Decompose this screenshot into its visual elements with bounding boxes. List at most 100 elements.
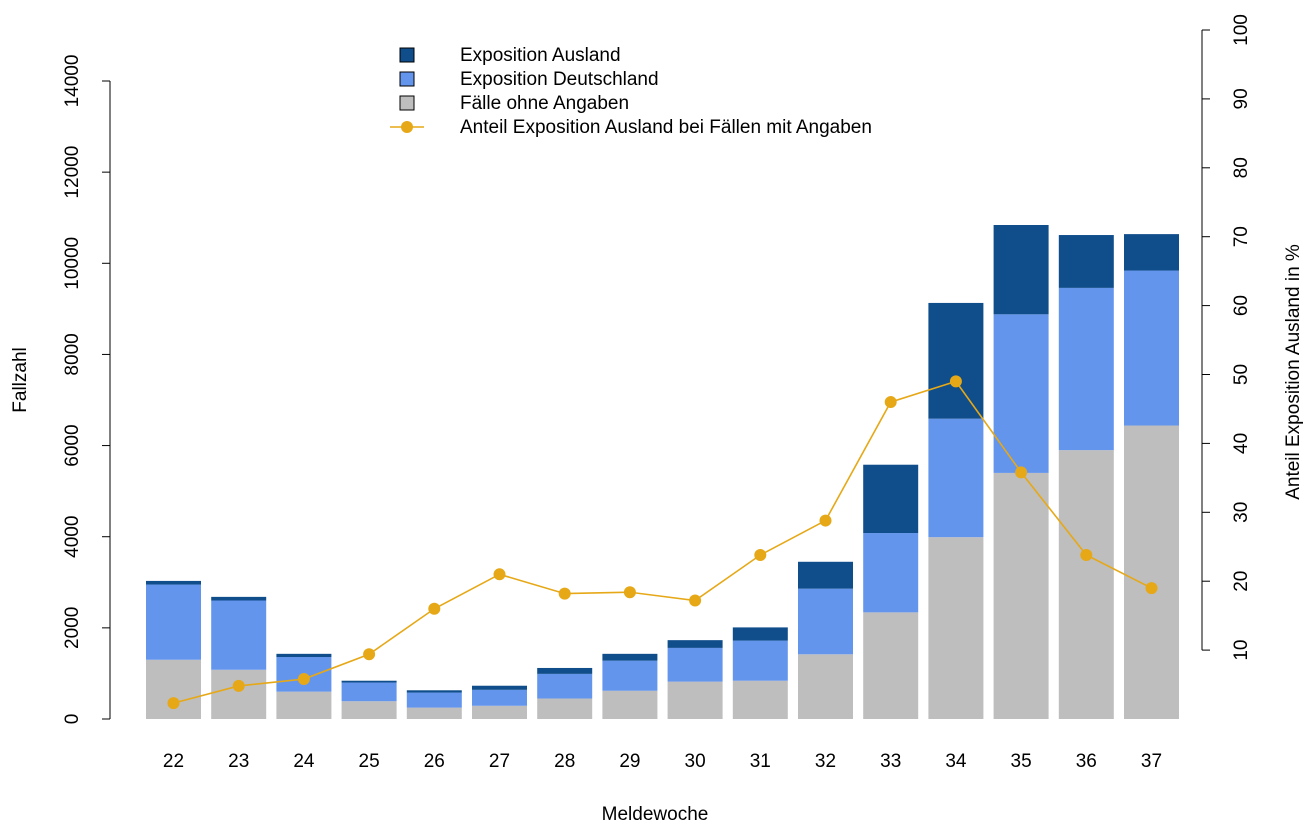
point-anteil-ausland-36 <box>1080 549 1093 562</box>
y2-tick-label-60: 60 <box>1231 295 1252 316</box>
x-tick-label-37: 37 <box>1141 751 1162 772</box>
bar-exposition-ausland-23 <box>211 596 267 601</box>
y2-tick-label-90: 90 <box>1231 88 1252 109</box>
bar-f-lle-ohne-angaben-28 <box>537 698 593 719</box>
x-tick-label-24: 24 <box>293 751 315 772</box>
legend-swatch-exposition-ausland <box>399 47 415 63</box>
bar-exposition-deutschland-33 <box>863 533 919 613</box>
point-anteil-ausland-23 <box>232 679 245 692</box>
x-tick-label-33: 33 <box>880 751 901 772</box>
y2-tick-label-80: 80 <box>1231 157 1252 178</box>
y-tick-label-4000: 4000 <box>62 516 83 558</box>
bar-exposition-deutschland-29 <box>602 660 658 691</box>
y2-axis-title: Anteil Exposition Ausland in % <box>1283 244 1304 500</box>
x-tick-label-31: 31 <box>750 751 771 772</box>
bar-exposition-ausland-29 <box>602 653 658 661</box>
point-anteil-ausland-24 <box>297 673 310 686</box>
x-tick-label-35: 35 <box>1011 751 1032 772</box>
y-tick-label-0: 0 <box>62 714 83 725</box>
bar-f-lle-ohne-angaben-25 <box>341 701 397 719</box>
bar-f-lle-ohne-angaben-36 <box>1058 450 1114 719</box>
x-tick-label-27: 27 <box>489 751 510 772</box>
x-tick-label-25: 25 <box>359 751 380 772</box>
bar-exposition-deutschland-37 <box>1124 270 1179 426</box>
y2-tick-label-100: 100 <box>1231 14 1252 46</box>
bar-exposition-ausland-36 <box>1058 235 1114 288</box>
bar-exposition-ausland-33 <box>863 464 919 534</box>
bar-f-lle-ohne-angaben-30 <box>667 681 723 719</box>
bar-exposition-deutschland-32 <box>798 588 853 655</box>
x-axis: 22 23 24 25 26 27 28 29 30 31 32 33 34 35 36 37 <box>163 751 1162 772</box>
bar-exposition-deutschland-25 <box>341 682 397 702</box>
legend-label-f-lle-ohne-angaben: Fälle ohne Angaben <box>460 93 629 114</box>
bar-exposition-deutschland-30 <box>667 647 723 682</box>
point-anteil-ausland-30 <box>689 594 702 607</box>
bar-exposition-ausland-31 <box>732 627 788 641</box>
y-tick-label-14000: 14000 <box>62 55 83 108</box>
x-tick-label-32: 32 <box>815 751 836 772</box>
bar-exposition-ausland-37 <box>1124 234 1179 271</box>
bar-exposition-ausland-32 <box>798 561 853 589</box>
bar-exposition-ausland-35 <box>993 225 1049 315</box>
line-anteil-ausland <box>173 380 1152 704</box>
y2-tick-label-30: 30 <box>1231 502 1252 523</box>
x-axis-title: Meldewoche <box>602 804 709 823</box>
y-tick-label-10000: 10000 <box>62 237 83 290</box>
point-anteil-ausland-33 <box>884 396 897 409</box>
bar-exposition-ausland-34 <box>928 302 984 419</box>
bar-exposition-deutschland-28 <box>537 673 593 699</box>
point-anteil-ausland-26 <box>428 602 441 615</box>
bar-f-lle-ohne-angaben-32 <box>798 654 853 719</box>
bar-f-lle-ohne-angaben-22 <box>146 659 201 719</box>
bar-exposition-ausland-30 <box>667 640 723 648</box>
x-tick-label-30: 30 <box>685 751 706 772</box>
point-anteil-ausland-31 <box>754 549 767 562</box>
bar-f-lle-ohne-angaben-24 <box>276 691 332 719</box>
y2-tick-label-40: 40 <box>1231 433 1252 454</box>
y-tick-label-12000: 12000 <box>62 146 83 199</box>
legend-label-exposition-ausland: Exposition Ausland <box>460 45 621 66</box>
legend-label-exposition-deutschland: Exposition Deutschland <box>460 69 659 90</box>
bar-f-lle-ohne-angaben-26 <box>406 707 462 719</box>
point-anteil-ausland-28 <box>558 587 571 600</box>
bar-f-lle-ohne-angaben-23 <box>211 669 267 719</box>
point-anteil-ausland-35 <box>1015 466 1028 479</box>
bar-exposition-deutschland-23 <box>211 600 267 670</box>
x-tick-label-28: 28 <box>554 751 575 772</box>
bar-f-lle-ohne-angaben-37 <box>1124 425 1179 719</box>
y2-axis: 10 20 30 40 50 60 70 80 90 100 <box>1201 14 1252 661</box>
bar-f-lle-ohne-angaben-33 <box>863 612 919 719</box>
y2-tick-label-70: 70 <box>1231 226 1252 247</box>
bar-exposition-deutschland-34 <box>928 418 984 538</box>
legend-swatch-f-lle-ohne-angaben <box>399 95 415 111</box>
point-anteil-ausland-27 <box>493 568 506 581</box>
y-axis-title: Fallzahl <box>10 347 31 412</box>
y-tick-label-6000: 6000 <box>62 424 83 466</box>
y-axis: 0 2000 4000 6000 8000 10000 12000 14000 <box>62 55 111 725</box>
point-anteil-ausland-37 <box>1145 582 1158 595</box>
point-anteil-ausland-34 <box>949 375 962 388</box>
x-tick-label-29: 29 <box>619 751 640 772</box>
bar-exposition-deutschland-26 <box>406 692 462 708</box>
bar-f-lle-ohne-angaben-29 <box>602 690 658 719</box>
y2-tick-label-20: 20 <box>1231 571 1252 592</box>
bar-f-lle-ohne-angaben-31 <box>732 680 788 719</box>
bar-exposition-deutschland-27 <box>472 689 527 706</box>
legend-swatch-exposition-deutschland <box>399 71 415 87</box>
bar-exposition-deutschland-22 <box>146 584 201 660</box>
bar-exposition-deutschland-31 <box>732 640 788 681</box>
bar-f-lle-ohne-angaben-27 <box>472 705 527 719</box>
bar-exposition-ausland-25 <box>341 680 397 683</box>
legend-label-anteil-exposition-ausland-bei-f-llen-mit-angaben: Anteil Exposition Ausland bei Fällen mit… <box>460 117 872 138</box>
point-anteil-ausland-29 <box>623 586 636 599</box>
x-tick-label-34: 34 <box>945 751 967 772</box>
bar-f-lle-ohne-angaben-35 <box>993 472 1049 719</box>
line-layer <box>167 375 1158 710</box>
bar-f-lle-ohne-angaben-34 <box>928 537 984 719</box>
x-tick-label-22: 22 <box>163 751 184 772</box>
y2-tick-label-50: 50 <box>1231 364 1252 385</box>
y-tick-label-2000: 2000 <box>62 607 83 649</box>
point-anteil-ausland-22 <box>167 697 180 710</box>
legend: Exposition Ausland Exposition Deutschland… <box>390 45 872 138</box>
